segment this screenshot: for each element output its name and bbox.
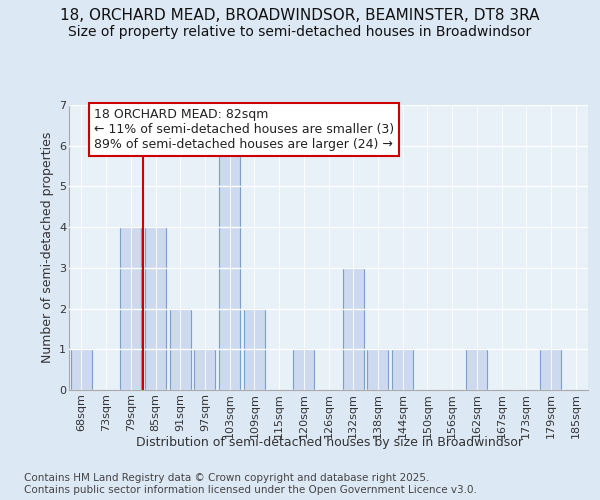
Bar [219,146,240,390]
Bar [170,308,191,390]
Text: Distribution of semi-detached houses by size in Broadwindsor: Distribution of semi-detached houses by … [137,436,523,449]
Bar [71,350,92,390]
Bar [194,350,215,390]
Bar [120,227,141,390]
Bar [466,350,487,390]
Bar [392,350,413,390]
Bar [541,350,562,390]
Bar [145,227,166,390]
Bar [367,350,388,390]
Text: 18, ORCHARD MEAD, BROADWINDSOR, BEAMINSTER, DT8 3RA: 18, ORCHARD MEAD, BROADWINDSOR, BEAMINST… [60,8,540,22]
Text: Contains HM Land Registry data © Crown copyright and database right 2025.
Contai: Contains HM Land Registry data © Crown c… [24,474,477,495]
Text: 18 ORCHARD MEAD: 82sqm
← 11% of semi-detached houses are smaller (3)
89% of semi: 18 ORCHARD MEAD: 82sqm ← 11% of semi-det… [94,108,394,152]
Bar [293,350,314,390]
Y-axis label: Number of semi-detached properties: Number of semi-detached properties [41,132,53,363]
Bar [343,268,364,390]
Text: Size of property relative to semi-detached houses in Broadwindsor: Size of property relative to semi-detach… [68,25,532,39]
Bar [244,308,265,390]
